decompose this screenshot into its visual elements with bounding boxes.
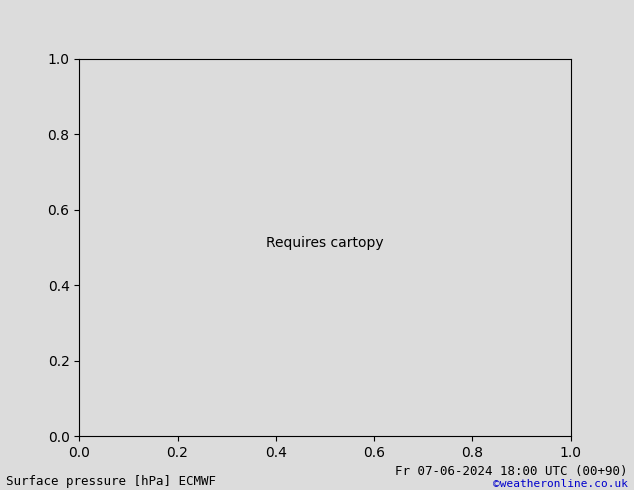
Text: Fr 07-06-2024 18:00 UTC (00+90): Fr 07-06-2024 18:00 UTC (00+90) (395, 465, 628, 478)
Text: Requires cartopy: Requires cartopy (266, 237, 384, 250)
Text: Surface pressure [hPa] ECMWF: Surface pressure [hPa] ECMWF (6, 474, 216, 488)
Text: ©weatheronline.co.uk: ©weatheronline.co.uk (493, 479, 628, 489)
